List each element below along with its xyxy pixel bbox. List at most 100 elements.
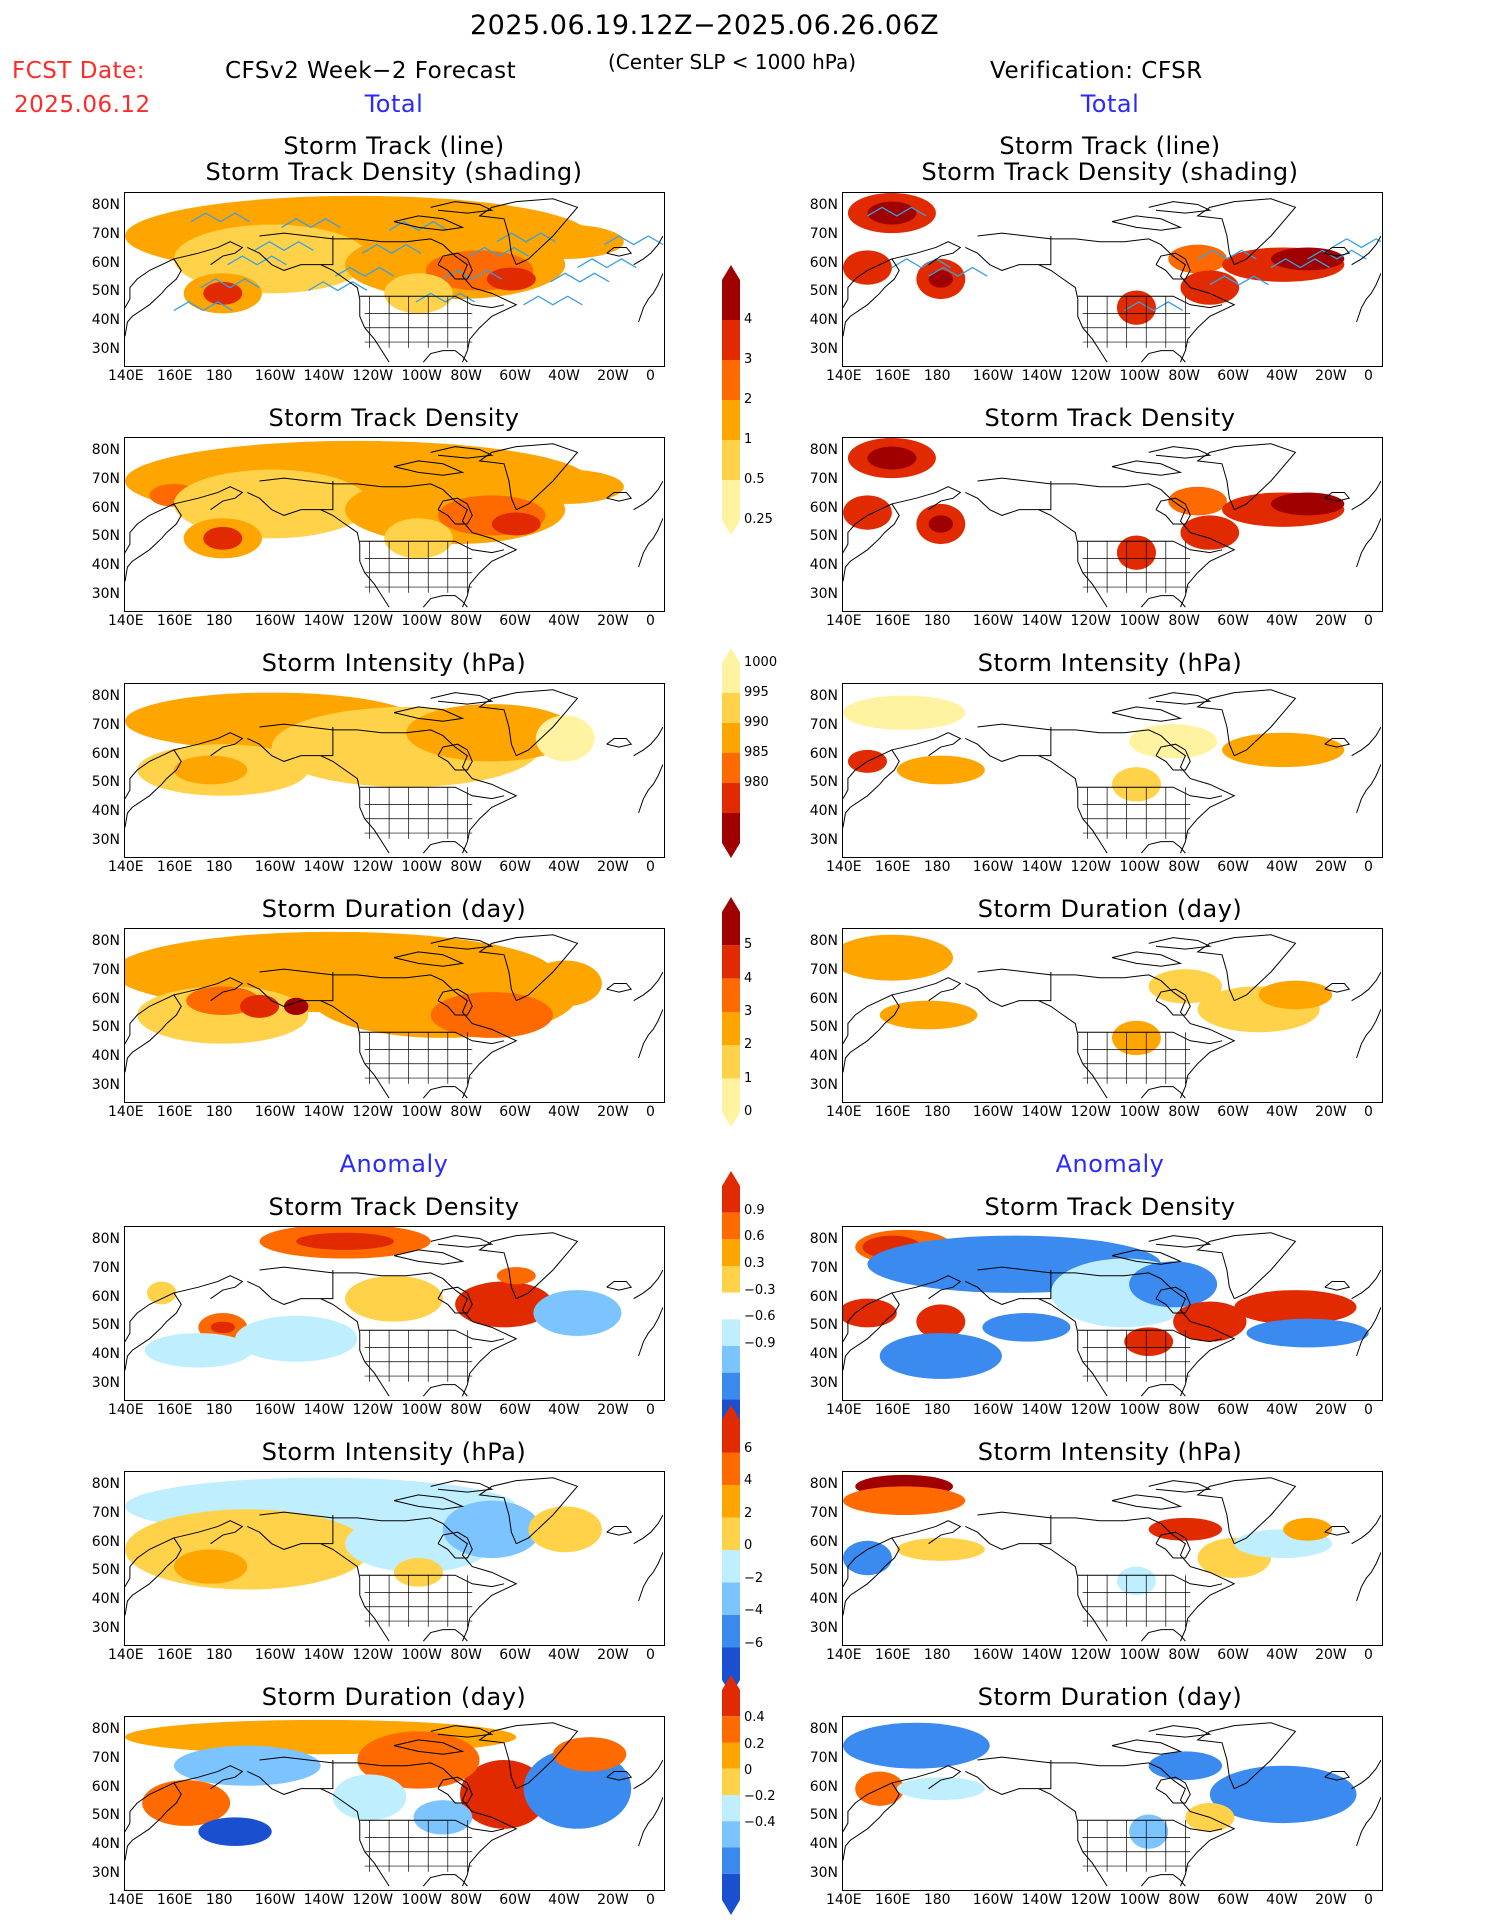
coastline [843, 1537, 900, 1616]
coastline [638, 1009, 663, 1059]
coastline [1140, 1874, 1186, 1887]
colorbar-segment [722, 1045, 740, 1079]
colorbar-segment [722, 1171, 740, 1186]
colorbar-segment [722, 1112, 740, 1127]
coastline [891, 486, 962, 511]
shading-region [198, 1817, 272, 1846]
lon-tick-label: 180 [923, 1892, 951, 1908]
lat-tick-label: 80N [809, 688, 838, 705]
coastline [606, 491, 633, 502]
coastline [1351, 726, 1381, 757]
colorbar-label: −0.9 [744, 1336, 776, 1351]
lon-tick-label: 120W [1070, 368, 1112, 384]
coastline [965, 1771, 1108, 1887]
lon-tick-label: 40W [1266, 1892, 1298, 1908]
lon-tick-label: 180 [923, 1402, 951, 1418]
coastline [1196, 934, 1297, 1002]
coastline [633, 1269, 663, 1300]
lat-tick-label: 30N [91, 1619, 120, 1636]
coastline [965, 983, 1108, 1099]
coastline [125, 1292, 182, 1371]
shading-region [843, 1540, 892, 1576]
coastline [1196, 198, 1297, 266]
coastline [638, 1797, 663, 1847]
title-l5: Storm Track Density [268, 1193, 520, 1221]
lat-tick-label: 30N [91, 1076, 120, 1093]
lon-tick-label: 100W [401, 859, 443, 875]
colorbar-segment [722, 1647, 740, 1680]
map-panel-forecast-anom-intensity [124, 1471, 665, 1646]
lon-tick-label: 100W [401, 1104, 443, 1120]
coastline [359, 1574, 505, 1588]
lon-tick-label: 140E [108, 1104, 144, 1120]
lat-tick-label: 40N [91, 1048, 120, 1064]
map-panel-verif-duration [842, 928, 1383, 1103]
colorbar-segment [722, 1346, 740, 1373]
coastline [1148, 1725, 1212, 1738]
lat-tick-label: 50N [91, 1317, 120, 1334]
lon-tick-label: 40W [548, 613, 580, 629]
coastline [359, 1031, 505, 1045]
lat-tick-label: 60N [91, 1778, 120, 1795]
coastline [633, 1759, 663, 1790]
colorbar-label: 980 [744, 775, 769, 790]
lat-tick-label: 80N [809, 197, 838, 214]
coastline [125, 1782, 182, 1861]
shading-region [1270, 247, 1345, 271]
shading-region [491, 512, 541, 536]
lon-tick-label: 0 [646, 1892, 655, 1908]
shading-region [528, 1506, 602, 1553]
lon-tick-label: 160W [254, 1104, 296, 1120]
lon-tick-label: 120W [352, 368, 394, 384]
colorbar-segment [722, 753, 740, 783]
coastline [633, 1514, 663, 1545]
shading-region [879, 1333, 1002, 1379]
coastline [259, 723, 518, 854]
lon-tick-label: 140W [303, 1104, 345, 1120]
lon-tick-label: 20W [1315, 1104, 1347, 1120]
colorbar-segment [722, 945, 740, 979]
coastline [1111, 1494, 1183, 1510]
lon-tick-label: 180 [923, 1104, 951, 1120]
storm-track-line [361, 243, 422, 254]
coastline [633, 971, 663, 1002]
lat-tick-label: 30N [809, 1076, 838, 1093]
lon-tick-label: 120W [352, 1402, 394, 1418]
shading-region [1270, 492, 1345, 516]
colorbar-label: 2 [744, 1505, 753, 1521]
lon-tick-label: 140E [826, 613, 862, 629]
shading-region [430, 992, 553, 1038]
storm-track-line [469, 246, 529, 257]
lon-tick-label: 160E [874, 859, 911, 875]
lon-tick-label: 120W [352, 613, 394, 629]
coastline [320, 236, 334, 266]
lon-tick-label: 140E [826, 1402, 862, 1418]
coastline [1148, 937, 1212, 950]
lon-tick-label: 140W [1021, 1892, 1063, 1908]
left-anomaly-label: Anomaly [339, 1150, 449, 1178]
lat-tick-label: 50N [809, 774, 838, 791]
anom_duration-colorbar [722, 1675, 740, 1915]
shading-region [1116, 290, 1157, 325]
title-r1a: Storm Track (line) [999, 132, 1221, 160]
lat-tick-label: 40N [809, 1591, 838, 1607]
map-panel-forecast-intensity [124, 683, 665, 858]
title-r7: Storm Duration (day) [977, 1683, 1243, 1711]
shading-region [552, 1737, 627, 1772]
lat-tick-label: 40N [809, 312, 838, 328]
storm-track-line [603, 235, 663, 246]
coastline [891, 1765, 962, 1790]
coastline [1038, 727, 1052, 757]
storm-track-line [867, 206, 927, 217]
lon-tick-label: 60W [499, 859, 531, 875]
lon-tick-label: 120W [352, 1892, 394, 1908]
coastline [977, 1266, 1236, 1397]
lon-tick-label: 100W [401, 1647, 443, 1663]
lon-tick-label: 160W [972, 1402, 1014, 1418]
shading-region [843, 1722, 990, 1769]
coastline [1140, 841, 1186, 854]
lon-tick-label: 40W [548, 859, 580, 875]
shading-region [283, 997, 309, 1015]
coastline [1111, 215, 1183, 231]
title-l4: Storm Duration (day) [261, 895, 527, 923]
